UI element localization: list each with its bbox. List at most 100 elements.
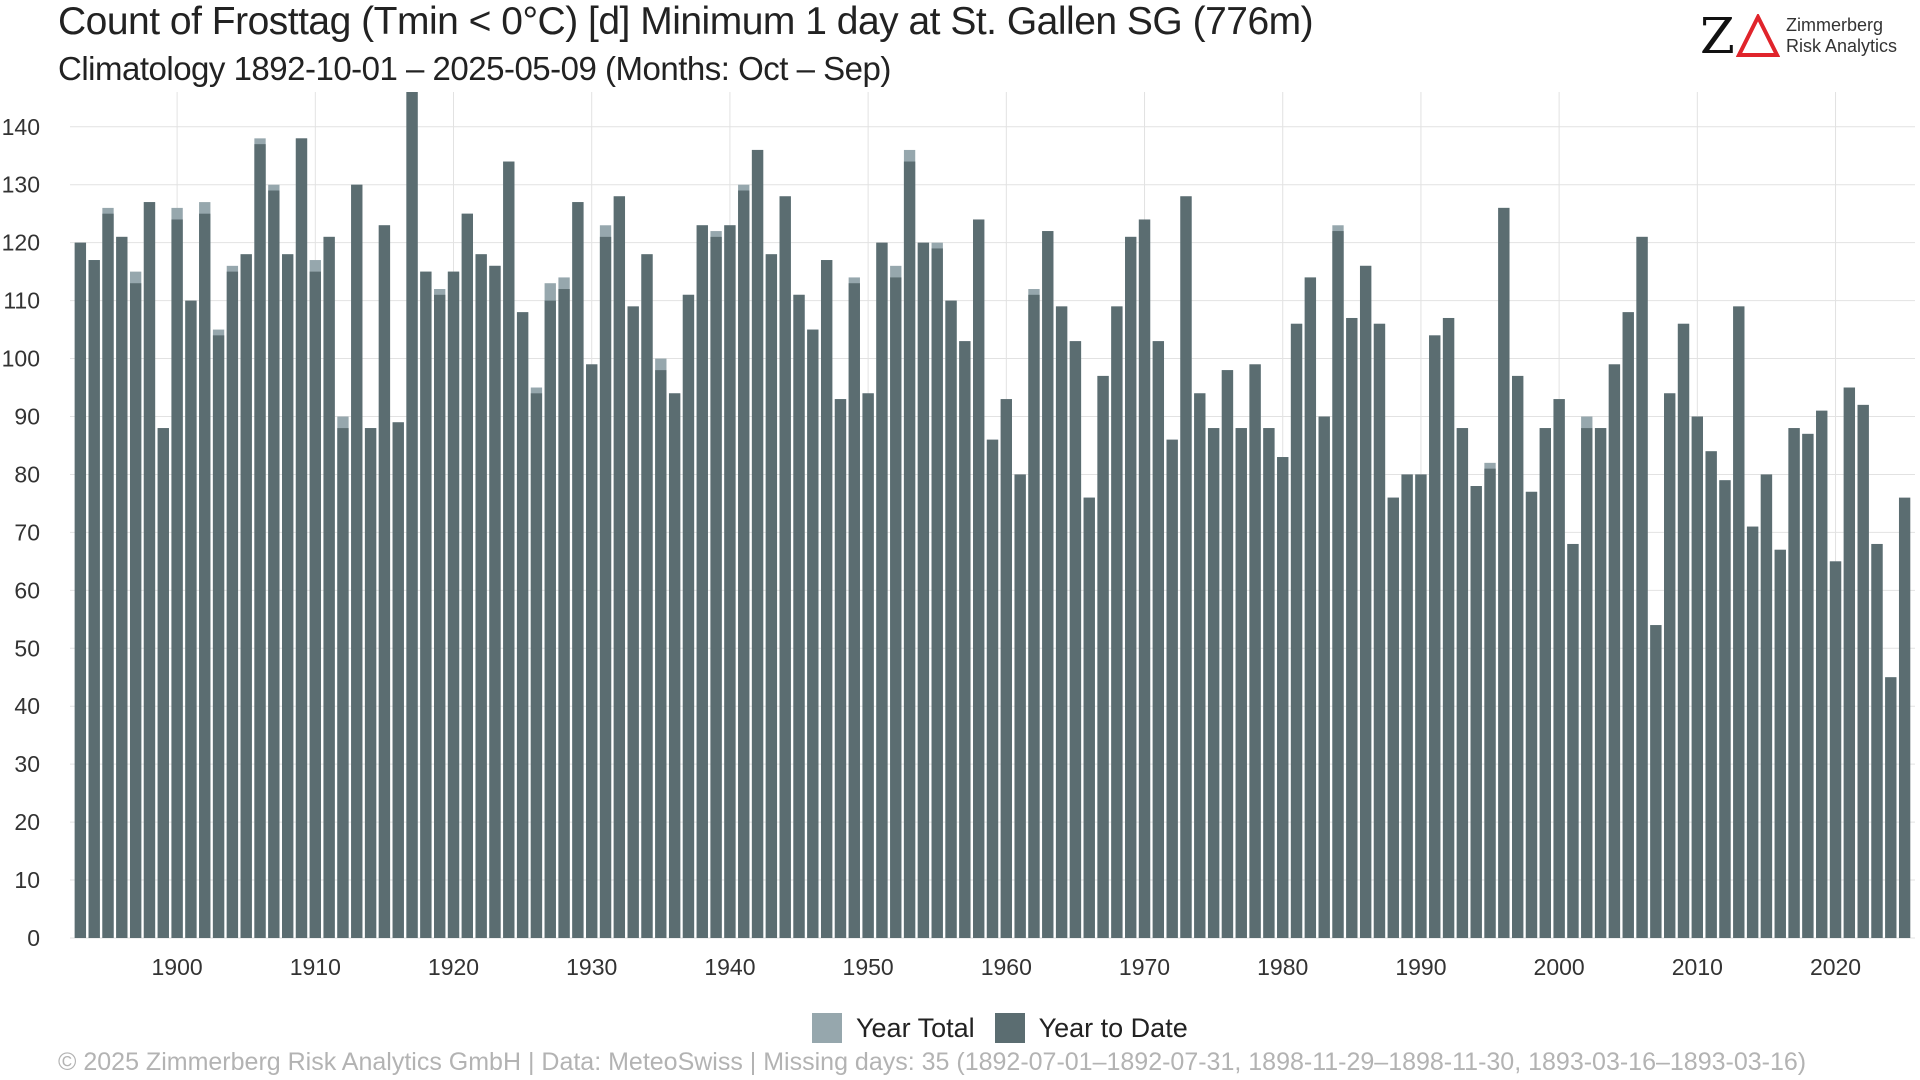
bar-year-to-date bbox=[1042, 231, 1054, 939]
bar-year-to-date bbox=[1055, 306, 1068, 939]
bar-year-to-date bbox=[1277, 457, 1289, 938]
bar-year-to-date bbox=[848, 283, 860, 938]
bar-year-to-date bbox=[1207, 428, 1220, 938]
bar-year-to-date bbox=[157, 428, 169, 938]
x-tick-label: 1900 bbox=[152, 954, 203, 980]
bar-year-to-date bbox=[1746, 526, 1759, 938]
x-tick-label: 1930 bbox=[566, 954, 617, 980]
bar-year-to-date bbox=[254, 144, 266, 938]
x-tick-label: 2000 bbox=[1534, 954, 1585, 980]
bar-year-to-date bbox=[447, 271, 460, 938]
bar-year-to-date bbox=[1525, 491, 1538, 938]
bar-year-to-date bbox=[572, 202, 584, 938]
bar-year-to-date bbox=[282, 254, 294, 938]
bar-year-to-date bbox=[420, 271, 432, 938]
bar-year-to-date bbox=[1816, 410, 1828, 939]
bar-year-to-date bbox=[337, 428, 349, 938]
legend-label-year-to-date: Year to Date bbox=[1038, 1012, 1188, 1043]
bar-year-to-date bbox=[74, 242, 87, 938]
x-tick-label: 1980 bbox=[1257, 954, 1308, 980]
bar-year-to-date bbox=[1166, 439, 1178, 938]
bar-year-to-date bbox=[765, 254, 778, 938]
chart-subtitle: Climatology 1892-10-01 – 2025-05-09 (Mon… bbox=[58, 50, 891, 87]
y-tick-label: 30 bbox=[14, 751, 40, 777]
bar-year-to-date bbox=[1898, 497, 1911, 938]
bar-year-to-date bbox=[1553, 399, 1565, 938]
legend-label-year-total: Year Total bbox=[856, 1012, 975, 1043]
bar-year-to-date bbox=[530, 393, 543, 938]
bar-year-to-date bbox=[1415, 474, 1427, 938]
legend-swatch-year-total bbox=[812, 1013, 842, 1043]
bar-year-to-date bbox=[1774, 549, 1786, 938]
bar-year-to-date bbox=[1456, 428, 1469, 938]
bar-year-to-date bbox=[1594, 428, 1607, 938]
bar-year-to-date bbox=[129, 283, 142, 938]
bar-year-to-date bbox=[1194, 393, 1206, 938]
bar-year-to-date bbox=[102, 213, 114, 938]
bar-chart: 0 10 20 30 40 50 60 70 80 90 100 110 120 130 140 1900 19… bbox=[2, 92, 1915, 980]
x-tick-label: 2020 bbox=[1810, 954, 1861, 980]
bar-year-to-date bbox=[1498, 207, 1510, 939]
bar-year-to-date bbox=[973, 219, 985, 939]
bar-year-to-date bbox=[1180, 196, 1192, 938]
x-tick-label: 1970 bbox=[1119, 954, 1170, 980]
bar-year-to-date bbox=[724, 225, 736, 938]
bar-year-to-date bbox=[1401, 474, 1413, 938]
y-tick-label: 40 bbox=[14, 693, 40, 719]
bar-year-to-date bbox=[378, 225, 391, 938]
bar-year-to-date bbox=[558, 289, 570, 939]
bar-year-to-date bbox=[986, 439, 999, 938]
bar-year-to-date bbox=[1733, 306, 1745, 939]
bar-year-to-date bbox=[1235, 428, 1247, 938]
bar-year-to-date bbox=[627, 306, 639, 939]
bar-year-to-date bbox=[1581, 428, 1593, 938]
bar-year-to-date bbox=[1664, 393, 1676, 938]
bar-year-to-date bbox=[917, 242, 930, 938]
bar-year-to-date bbox=[1760, 474, 1773, 938]
bar-year-to-date bbox=[668, 393, 681, 938]
bar-year-to-date bbox=[1705, 451, 1717, 938]
bar-year-to-date bbox=[1249, 364, 1261, 938]
bar-year-to-date bbox=[489, 265, 501, 939]
bar-year-to-date bbox=[903, 161, 916, 938]
bar-year-to-date bbox=[641, 254, 653, 938]
bar-year-to-date bbox=[1346, 317, 1358, 938]
y-tick-label: 20 bbox=[14, 809, 40, 835]
bar-year-to-date bbox=[516, 312, 529, 938]
bar-year-to-date bbox=[1719, 480, 1731, 938]
bar-year-to-date bbox=[779, 196, 791, 938]
bar-year-to-date bbox=[1387, 497, 1399, 938]
bar-year-to-date bbox=[1028, 294, 1040, 938]
y-tick-label: 80 bbox=[14, 461, 40, 487]
bar-year-to-date bbox=[503, 161, 515, 938]
bar-year-to-date bbox=[226, 271, 239, 938]
y-tick-label: 120 bbox=[2, 230, 40, 256]
bar-year-to-date bbox=[1290, 323, 1303, 938]
bar-year-to-date bbox=[1125, 236, 1137, 938]
logo-z-mark: Z bbox=[1700, 7, 1735, 65]
bar-year-to-date bbox=[1622, 312, 1634, 938]
bar-year-to-date bbox=[1788, 428, 1800, 938]
logo-text: Zimmerberg Risk Analytics bbox=[1786, 15, 1897, 57]
bar-year-to-date bbox=[143, 202, 156, 938]
chart-title: Count of Frosttag (Tmin < 0°C) [d] Minim… bbox=[58, 0, 1314, 43]
bar-year-to-date bbox=[1539, 428, 1551, 938]
bar-year-to-date bbox=[682, 294, 695, 938]
logo-line-1: Zimmerberg bbox=[1786, 15, 1884, 35]
bar-year-to-date bbox=[1691, 416, 1703, 938]
bar-year-to-date bbox=[807, 329, 819, 939]
bar-year-to-date bbox=[199, 213, 211, 938]
bar-year-to-date bbox=[696, 225, 708, 938]
chart-legend: Year Total Year to Date bbox=[812, 1013, 1208, 1043]
bar-year-to-date bbox=[309, 271, 321, 938]
bar-year-to-date bbox=[1608, 364, 1621, 938]
bar-year-to-date bbox=[1111, 306, 1123, 939]
y-tick-label: 130 bbox=[2, 172, 40, 198]
y-tick-label: 140 bbox=[2, 114, 40, 140]
bar-year-to-date bbox=[890, 277, 902, 938]
bar-year-to-date bbox=[1083, 497, 1095, 938]
bar-year-to-date bbox=[1442, 317, 1455, 938]
logo-delta-icon bbox=[1736, 14, 1780, 57]
bar-year-to-date bbox=[876, 242, 888, 938]
bar-year-to-date bbox=[351, 184, 363, 938]
